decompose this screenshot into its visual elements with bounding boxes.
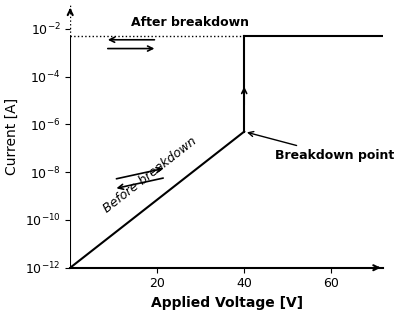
- Text: After breakdown: After breakdown: [131, 16, 249, 29]
- Text: Breakdown point: Breakdown point: [248, 132, 394, 162]
- Y-axis label: Current [A]: Current [A]: [5, 98, 19, 175]
- X-axis label: Applied Voltage [V]: Applied Voltage [V]: [151, 296, 303, 310]
- Text: Before breakdown: Before breakdown: [101, 135, 199, 216]
